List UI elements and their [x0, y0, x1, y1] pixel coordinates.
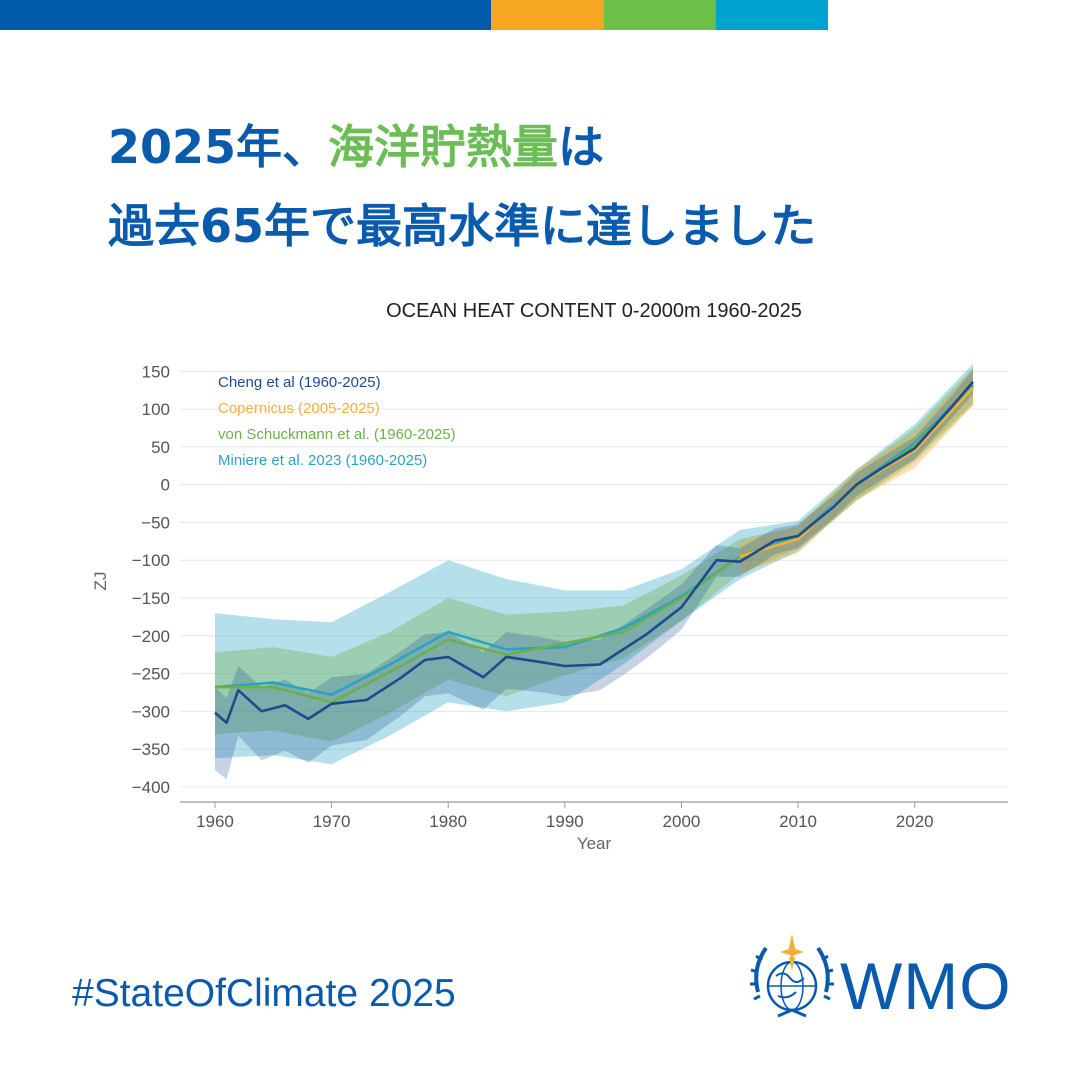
y-tick-label: −350 — [132, 740, 170, 759]
headline-line1: 2025年、海洋貯熱量は — [108, 120, 604, 174]
y-tick-label: −150 — [132, 589, 170, 608]
chart-title: OCEAN HEAT CONTENT 0-2000m 1960-2025 — [386, 300, 802, 322]
top-bar-segment-cyan — [716, 0, 828, 30]
x-tick-label: 2000 — [663, 812, 701, 831]
legend-entry: von Schuckmann et al. (1960-2025) — [218, 426, 456, 443]
x-tick-label: 1970 — [313, 812, 351, 831]
headline-line1-end: は — [558, 120, 605, 174]
y-tick-label: −400 — [132, 778, 170, 797]
y-axis-label: ZJ — [91, 572, 110, 591]
headline-highlight: 海洋貯熱量 — [328, 120, 559, 174]
y-tick-label: −300 — [132, 702, 170, 721]
uncertainty-band — [215, 367, 973, 742]
y-tick-label: −200 — [132, 627, 170, 646]
wmo-emblem-icon — [750, 934, 834, 1018]
y-tick-label: 50 — [151, 438, 170, 457]
wmo-wordmark: WMO — [840, 949, 1012, 1023]
chart-axes: 150 100 50 0 −50 −100 −150 −200 −250 −300 −350 −400… — [91, 362, 1008, 853]
top-bar-segment-orange — [491, 0, 604, 30]
x-axis-label: Year — [577, 834, 612, 853]
top-bar-segment-blue — [0, 0, 491, 30]
x-tick-label: 2010 — [779, 812, 817, 831]
y-tick-label: 0 — [161, 476, 170, 495]
chart-grid — [180, 370, 1008, 788]
x-tick-label: 1990 — [546, 812, 584, 831]
headline-line1-start: 2025年、 — [108, 120, 329, 174]
chart-legend: Cheng et al (1960-2025) Copernicus (2005-… — [218, 374, 456, 469]
headline-line2: 過去65年で最高水準に達しました — [108, 199, 817, 253]
hashtag: #StateOfClimate 2025 — [72, 972, 456, 1015]
chart-series-lines — [214, 381, 974, 725]
x-tick-label: 1960 — [196, 812, 234, 831]
top-color-bar — [0, 0, 828, 30]
series-line — [214, 381, 974, 725]
headline: 2025年、海洋貯熱量は 過去65年で最高水準に達しました — [108, 108, 816, 266]
uncertainty-band — [739, 369, 973, 574]
y-tick-label: 100 — [142, 400, 170, 419]
y-tick-label: −50 — [141, 513, 170, 532]
y-tick-label: −250 — [132, 665, 170, 684]
y-tick-label: −100 — [132, 551, 170, 570]
x-tick-label: 1980 — [429, 812, 467, 831]
top-bar-segment-green — [604, 0, 716, 30]
legend-entry: Miniere et al. 2023 (1960-2025) — [218, 452, 427, 469]
legend-entry: Copernicus (2005-2025) — [218, 400, 380, 417]
y-tick-label: 150 — [142, 362, 170, 381]
x-tick-label: 2020 — [896, 812, 934, 831]
legend-entry: Cheng et al (1960-2025) — [218, 374, 381, 391]
uncertainty-band — [215, 369, 973, 780]
